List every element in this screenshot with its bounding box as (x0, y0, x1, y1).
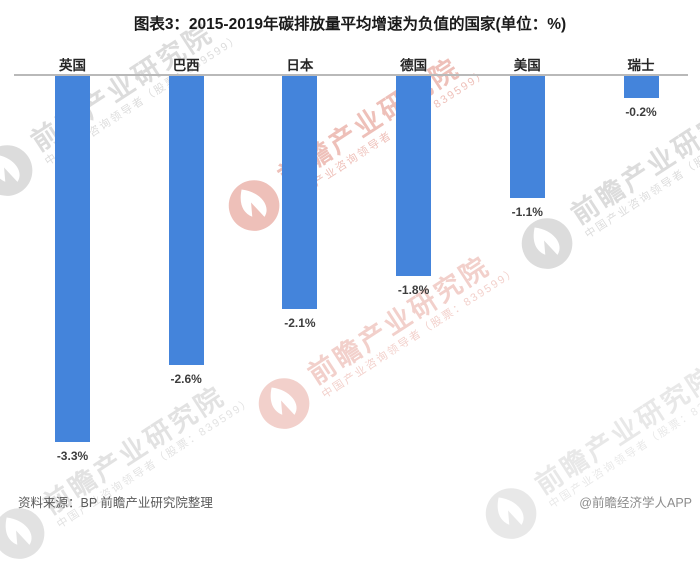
chart-canvas: 前瞻产业研究院 中国产业咨询领导者（股票：839599） 前瞻产业研究院 中国产业咨询… (0, 16, 700, 559)
category-label-4: 美国 (513, 58, 541, 73)
value-label-4: -1.1% (511, 205, 543, 219)
bar-0 (55, 76, 90, 442)
brand-note: @前瞻经济学人APP (579, 496, 692, 510)
source-note: 资料来源：BP 前瞻产业研究院整理 (18, 496, 213, 510)
value-label-2: -2.1% (284, 316, 316, 330)
bar-1 (168, 76, 204, 365)
value-label-1: -2.6% (170, 372, 202, 386)
category-label-3: 德国 (400, 58, 428, 73)
x-axis-line (14, 74, 688, 76)
bar-5 (623, 76, 659, 98)
chart-title: 图表3：2015-2019年碳排放量平均增速为负值的国家(单位：%) (133, 16, 567, 33)
category-label-2: 日本 (286, 58, 314, 73)
category-label-5: 瑞士 (627, 58, 655, 73)
bar-2 (282, 76, 318, 309)
value-label-3: -1.8% (397, 283, 430, 297)
bar-3 (396, 76, 432, 276)
category-label-1: 巴西 (172, 58, 200, 73)
bar-4 (509, 76, 545, 198)
value-label-5: -0.2% (625, 105, 657, 119)
value-label-0: -3.3% (56, 449, 89, 463)
bar-chart: 图表3：2015-2019年碳排放量平均增速为负值的国家(单位：%) 英国 -3.… (14, 16, 688, 463)
category-label-0: 英国 (59, 58, 86, 73)
